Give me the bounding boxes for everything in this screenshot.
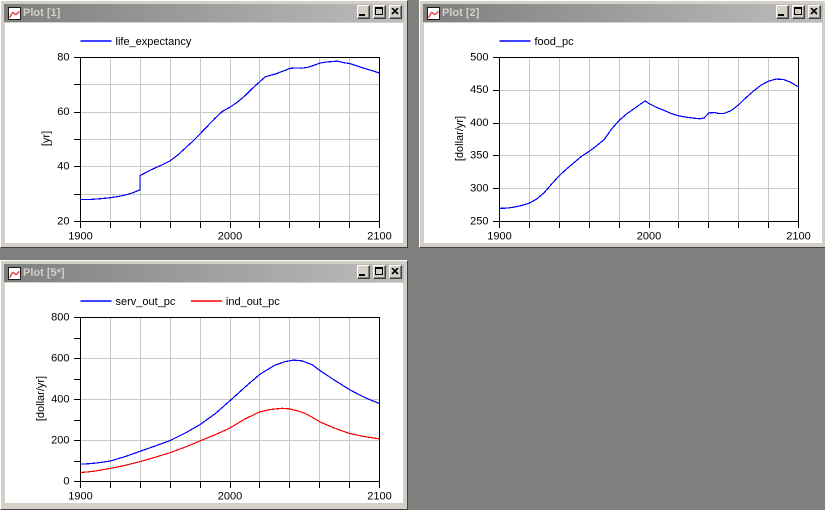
svg-text:ind_out_pc: ind_out_pc bbox=[226, 296, 280, 308]
svg-text:0: 0 bbox=[63, 475, 69, 487]
svg-text:[dollar/yr]: [dollar/yr] bbox=[35, 376, 47, 421]
svg-text:2000: 2000 bbox=[637, 230, 661, 242]
svg-text:500: 500 bbox=[470, 51, 488, 63]
svg-text:60: 60 bbox=[57, 106, 69, 118]
svg-text:300: 300 bbox=[470, 183, 488, 195]
svg-text:food_pc: food_pc bbox=[535, 36, 575, 48]
svg-text:450: 450 bbox=[470, 84, 488, 96]
svg-text:2000: 2000 bbox=[218, 490, 242, 502]
svg-text:40: 40 bbox=[57, 161, 69, 173]
svg-text:[dollar/yr]: [dollar/yr] bbox=[454, 116, 466, 161]
svg-text:serv_out_pc: serv_out_pc bbox=[116, 296, 176, 308]
svg-text:20: 20 bbox=[57, 215, 69, 227]
svg-text:life_expectancy: life_expectancy bbox=[116, 36, 192, 48]
svg-text:350: 350 bbox=[470, 150, 488, 162]
svg-text:2100: 2100 bbox=[367, 490, 391, 502]
svg-text:250: 250 bbox=[470, 215, 488, 227]
svg-text:400: 400 bbox=[51, 393, 69, 405]
svg-text:[yr]: [yr] bbox=[41, 131, 53, 146]
svg-text:1900: 1900 bbox=[68, 230, 92, 242]
svg-text:200: 200 bbox=[51, 434, 69, 446]
svg-text:1900: 1900 bbox=[68, 490, 92, 502]
svg-text:2000: 2000 bbox=[218, 230, 242, 242]
svg-text:80: 80 bbox=[57, 51, 69, 63]
svg-text:600: 600 bbox=[51, 352, 69, 364]
svg-text:800: 800 bbox=[51, 311, 69, 323]
svg-text:1900: 1900 bbox=[487, 230, 511, 242]
svg-text:400: 400 bbox=[470, 117, 488, 129]
svg-text:2100: 2100 bbox=[367, 230, 391, 242]
svg-text:2100: 2100 bbox=[786, 230, 810, 242]
